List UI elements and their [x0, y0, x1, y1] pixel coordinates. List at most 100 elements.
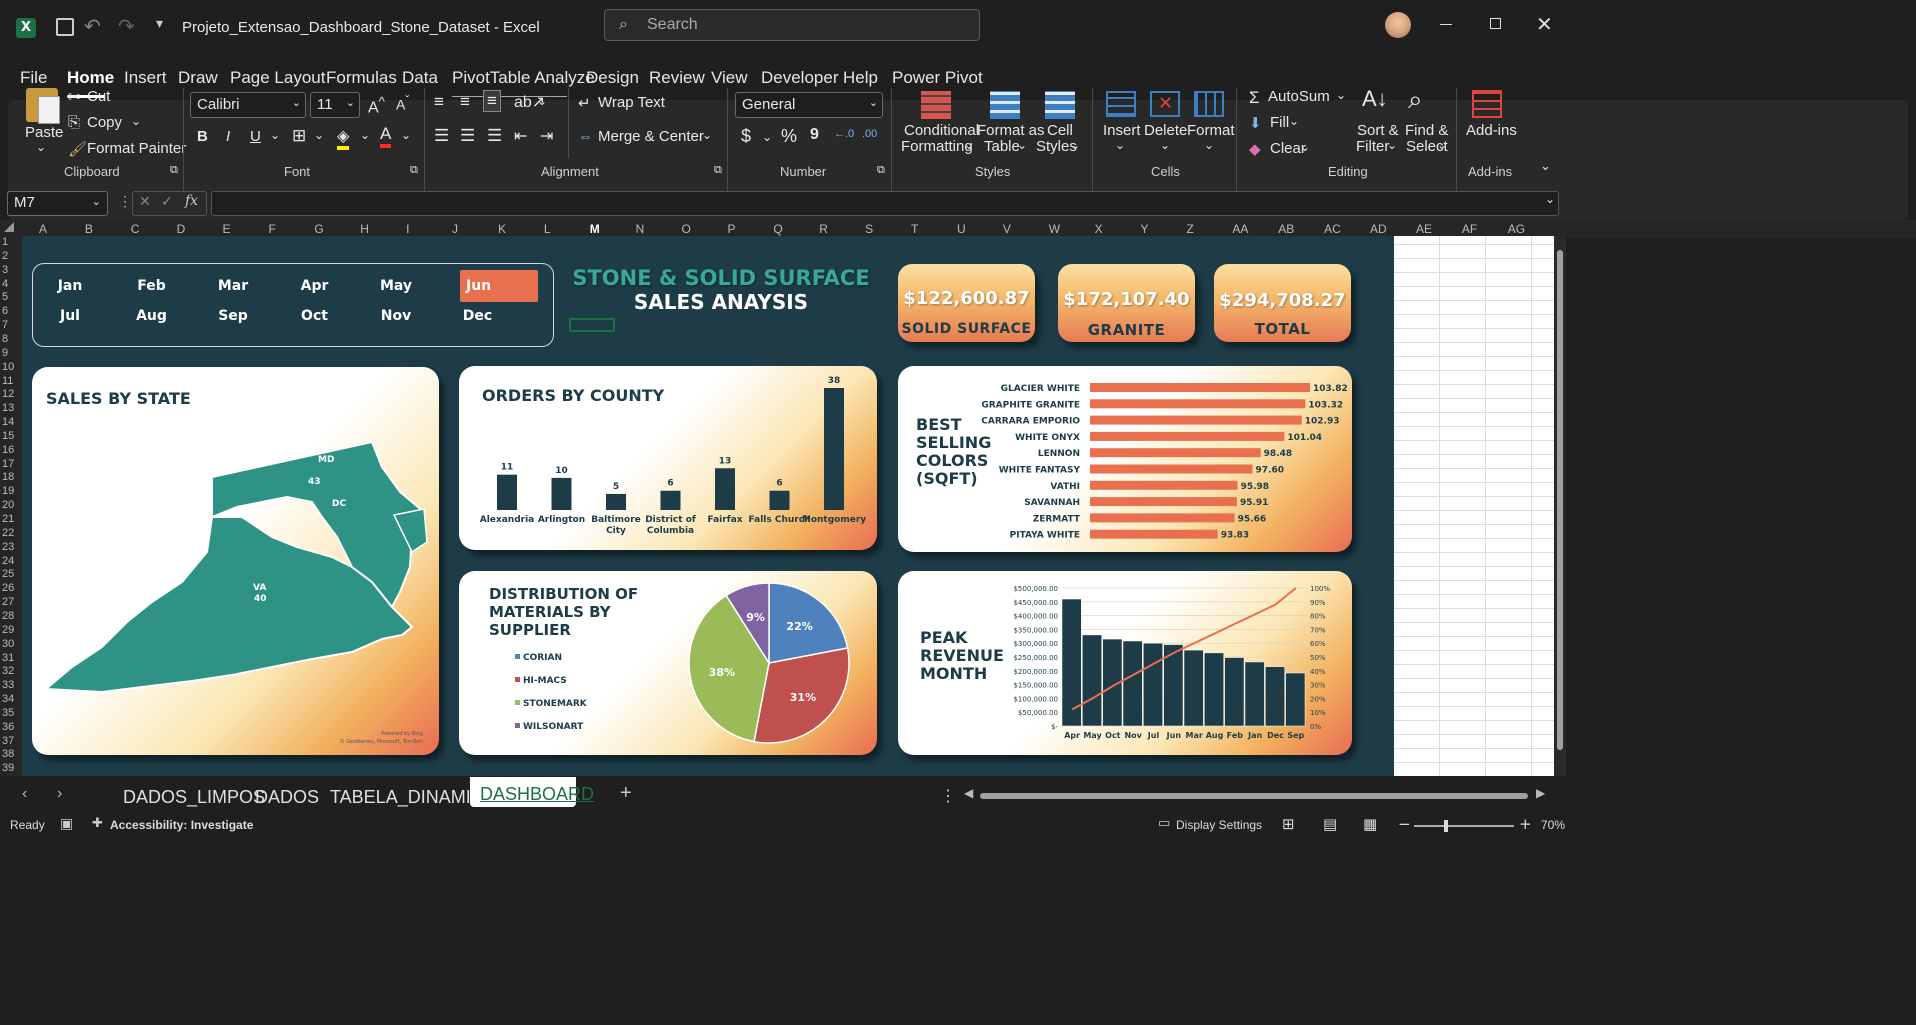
month-button-jul[interactable]: Jul: [60, 308, 80, 324]
row-header-33[interactable]: 33: [2, 679, 15, 692]
column-header-af[interactable]: AF: [1461, 222, 1478, 236]
row-header-7[interactable]: 7: [2, 319, 9, 332]
insert-function-icon[interactable]: fx: [185, 193, 199, 209]
comma-button[interactable]: 9: [810, 126, 819, 143]
column-header-ae[interactable]: AE: [1415, 222, 1432, 236]
column-header-s[interactable]: S: [865, 222, 874, 236]
expand-formula-icon[interactable]: ⌄: [1545, 192, 1556, 206]
undo-icon[interactable]: ↶: [84, 14, 101, 38]
sort-filter-label2[interactable]: Filter: [1356, 138, 1390, 155]
cell-styles-label[interactable]: Cell: [1047, 122, 1073, 139]
sheet-tab-tabela-dinamica[interactable]: TABELA_DINAMICA: [330, 787, 496, 807]
month-button-aug[interactable]: Aug: [136, 308, 167, 324]
row-header-26[interactable]: 26: [2, 582, 15, 595]
page-layout-view-icon[interactable]: ▤: [1323, 815, 1338, 833]
close-icon[interactable]: ✕: [1536, 12, 1553, 36]
macro-record-icon[interactable]: ▣: [60, 816, 74, 832]
zoom-out-icon[interactable]: −: [1398, 815, 1411, 833]
zoom-slider[interactable]: [1414, 820, 1514, 832]
month-button-oct[interactable]: Oct: [301, 308, 328, 324]
formula-input[interactable]: [211, 191, 1559, 216]
conditional-dropdown-icon[interactable]: ⌄: [964, 138, 975, 152]
row-header-11[interactable]: 11: [2, 374, 14, 387]
column-header-n[interactable]: N: [635, 222, 645, 236]
restore-icon[interactable]: [1490, 18, 1501, 29]
row-header-16[interactable]: 16: [2, 443, 15, 456]
confirm-formula-icon[interactable]: ✓: [161, 194, 173, 210]
column-header-ab[interactable]: AB: [1278, 222, 1295, 236]
column-header-g[interactable]: G: [314, 222, 324, 236]
search-box[interactable]: ⌕ Search: [604, 9, 980, 41]
zoom-level[interactable]: 70%: [1541, 818, 1566, 832]
cancel-formula-icon[interactable]: ✕: [139, 194, 151, 210]
delete-dropdown-icon[interactable]: ⌄: [1160, 138, 1171, 152]
scroll-left-icon[interactable]: ◀: [964, 786, 974, 800]
tab-view[interactable]: View: [711, 68, 748, 87]
row-header-19[interactable]: 19: [2, 485, 15, 498]
tab-file[interactable]: File: [20, 68, 48, 87]
merge-dropdown-icon[interactable]: ⌄: [702, 128, 713, 142]
row-header-32[interactable]: 32: [2, 665, 15, 678]
tab-power-pivot[interactable]: Power Pivot: [892, 68, 983, 87]
normal-view-icon[interactable]: ⊞: [1282, 815, 1295, 833]
align-right-icon[interactable]: ☰: [487, 126, 503, 145]
name-box-field[interactable]: M7 ⌄: [7, 191, 108, 216]
month-button-may[interactable]: May: [379, 278, 413, 294]
month-button-dec[interactable]: Dec: [462, 308, 493, 324]
column-header-m[interactable]: M: [589, 222, 600, 236]
formula-bar-menu-icon[interactable]: ⋮: [118, 193, 132, 209]
tab-page-layout[interactable]: Page Layout: [230, 68, 326, 87]
column-header-j[interactable]: J: [452, 222, 459, 236]
row-header-9[interactable]: 9: [2, 346, 9, 359]
column-header-c[interactable]: C: [130, 222, 140, 236]
sort-filter-label[interactable]: Sort &: [1357, 122, 1399, 139]
row-header-10[interactable]: 10: [2, 360, 15, 373]
row-header-14[interactable]: 14: [2, 416, 15, 429]
scroll-right-icon[interactable]: ▶: [1536, 786, 1546, 800]
clipboard-launcher-icon[interactable]: ⧉: [170, 164, 178, 176]
month-button-jun[interactable]: Jun: [460, 270, 538, 302]
add-sheet-icon[interactable]: +: [620, 782, 632, 804]
font-family-select[interactable]: Calibri ⌄: [190, 92, 306, 118]
row-header-22[interactable]: 22: [2, 526, 15, 539]
row-header-4[interactable]: 4: [2, 277, 9, 290]
column-header-i[interactable]: I: [406, 222, 410, 236]
paste-clipboard-final[interactable]: [26, 88, 60, 124]
format-as-table-label[interactable]: Format as: [977, 122, 1045, 139]
tab-pivottable-analyze[interactable]: PivotTable Analyze: [452, 68, 595, 87]
avatar[interactable]: [1385, 12, 1411, 38]
align-bottom-icon[interactable]: ≡: [483, 90, 501, 112]
tab-insert[interactable]: Insert: [124, 68, 167, 87]
column-header-w[interactable]: W: [1048, 222, 1061, 236]
tab-formulas[interactable]: Formulas: [326, 68, 397, 87]
quick-access-dropdown-icon[interactable]: ▾: [156, 16, 164, 32]
cell-styles-label2[interactable]: Styles: [1036, 138, 1077, 155]
tab-data[interactable]: Data: [402, 68, 438, 87]
paste-dropdown-icon[interactable]: ⌄: [36, 140, 47, 154]
format-cells-label[interactable]: Format: [1187, 122, 1235, 139]
sheet-tab-dados-limpos[interactable]: DADOS_LIMPOS: [123, 787, 266, 807]
tab-draw[interactable]: Draw: [178, 68, 218, 87]
fill-button[interactable]: Fill: [1270, 114, 1290, 131]
column-header-ag[interactable]: AG: [1507, 222, 1526, 236]
row-header-25[interactable]: 25: [2, 568, 15, 581]
row-header-28[interactable]: 28: [2, 609, 15, 622]
autosum-dropdown-icon[interactable]: ⌄: [1336, 88, 1347, 102]
percent-button[interactable]: %: [781, 126, 798, 146]
column-header-y[interactable]: Y: [1140, 222, 1149, 236]
row-header-27[interactable]: 27: [2, 596, 15, 609]
find-select-label[interactable]: Find &: [1405, 122, 1449, 139]
copy-dropdown-icon[interactable]: ⌄: [131, 114, 142, 128]
decrease-decimal-icon[interactable]: .00: [862, 128, 878, 140]
row-header-1[interactable]: 1: [2, 236, 9, 248]
row-header-34[interactable]: 34: [2, 693, 15, 706]
increase-font-icon[interactable]: A^: [368, 94, 385, 117]
format-painter-button[interactable]: Format Painter: [87, 140, 187, 157]
row-header-39[interactable]: 39: [2, 762, 15, 775]
column-header-f[interactable]: F: [268, 222, 276, 236]
align-center-icon[interactable]: ☰: [460, 126, 476, 145]
column-header-aa[interactable]: AA: [1232, 222, 1249, 236]
row-header-30[interactable]: 30: [2, 637, 15, 650]
autosum-button[interactable]: AutoSum: [1268, 88, 1330, 105]
align-left-icon[interactable]: ☰: [434, 126, 450, 145]
